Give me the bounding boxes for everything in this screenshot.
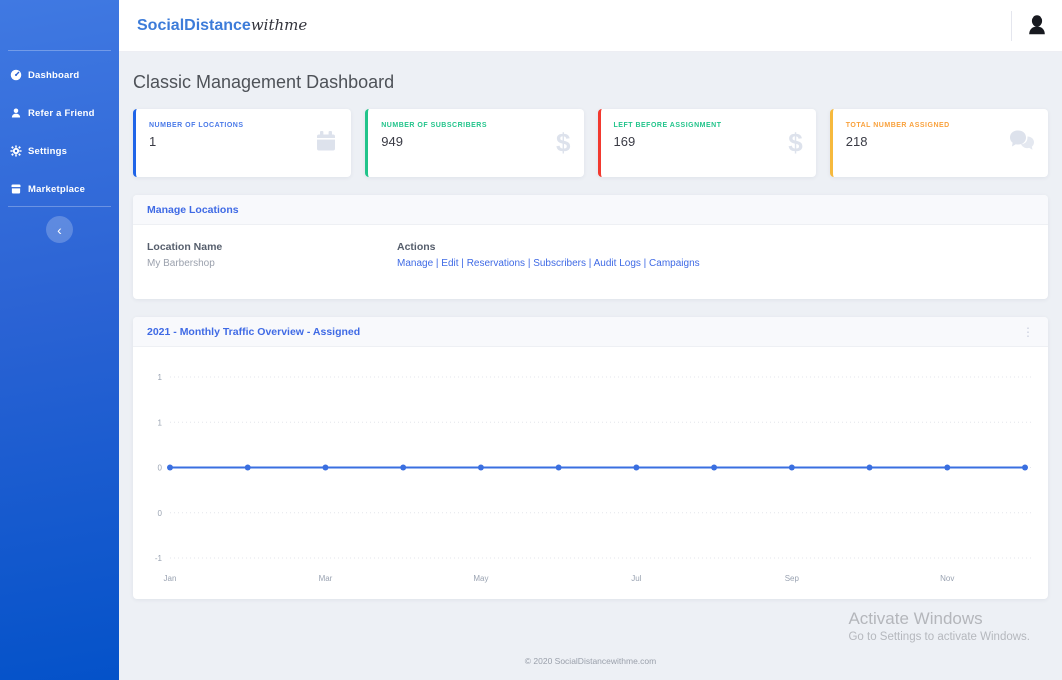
stat-card-label: NUMBER OF LOCATIONS [149,122,244,129]
chat-bubbles-icon [1009,130,1035,157]
sidebar-item-label: Dashboard [28,69,80,81]
svg-text:Jan: Jan [164,574,177,583]
stat-card-value: 949 [381,134,403,149]
sidebar-item-dashboard[interactable]: Dashboard [0,56,119,94]
svg-text:0: 0 [158,464,163,473]
user-avatar-button[interactable] [1012,13,1062,39]
sidebar-item-label: Marketplace [28,183,86,195]
watermark-line2: Go to Settings to activate Windows. [848,631,1030,643]
footer-copyright: © 2020 SocialDistancewithme.com [524,656,657,666]
traffic-chart-header: 2021 - Monthly Traffic Overview - Assign… [133,317,1048,347]
action-link-campaigns[interactable]: Campaigns [649,258,700,269]
location-name-label: Location Name [147,241,223,253]
traffic-chart-body: 1 1 0 0 -1 Jan Mar May Jul Sep Nov [133,347,1048,599]
watermark-line1: Activate Windows [848,609,983,628]
action-separator: | [640,258,650,269]
chevron-left-icon: ‹ [57,221,62,238]
stat-card-label: TOTAL NUMBER ASSIGNED [845,122,950,129]
dollar-icon: $ [788,127,803,158]
action-separator: | [525,258,534,269]
action-link-reservations[interactable]: Reservations [466,258,526,269]
svg-text:Nov: Nov [940,574,954,583]
location-actions: Manage | Edit | Reservations | Subscribe… [397,258,700,269]
sidebar-item-settings[interactable]: Settings [0,132,119,170]
page-title: Classic Management Dashboard [133,72,395,92]
calendar-icon [314,129,338,158]
action-separator: | [458,258,467,269]
location-name-value: My Barbershop [147,258,215,269]
sidebar-divider [8,50,111,51]
action-link-manage[interactable]: Manage [397,258,434,269]
user-avatar-icon [1029,14,1045,34]
stat-cards-row: NUMBER OF LOCATIONS 1 NUMBER OF SUBSCRIB… [133,109,1048,177]
stat-card-value: 169 [613,134,636,149]
sidebar-collapse-button[interactable]: ‹ [46,216,73,243]
stat-card-label: NUMBER OF SUBSCRIBERS [381,122,488,129]
header-divider [1011,10,1012,41]
panel-title: Manage Locations [147,203,239,216]
logo-secondary-text: withme [250,16,308,34]
sidebar-item-label: Settings [28,145,68,157]
settings-gear-icon [10,145,22,157]
stat-card-left-before-assignment: LEFT BEFORE ASSIGNMENT 169 $ [597,109,816,177]
svg-text:Sep: Sep [785,574,800,583]
dollar-icon: $ [556,127,571,158]
top-header: SocialDistancewithme [119,0,1062,52]
kebab-menu-icon[interactable]: ⋮ [1022,324,1034,339]
logo-primary-text: SocialDistance [137,17,251,34]
action-link-subscribers[interactable]: Subscribers [533,258,587,269]
stat-card-locations: NUMBER OF LOCATIONS 1 [133,109,352,177]
sidebar-item-refer-a-friend[interactable]: Refer a Friend [0,94,119,132]
manage-locations-body: Location Name My Barbershop Actions Mana… [133,225,1048,299]
actions-label: Actions [397,241,436,253]
svg-text:-1: -1 [155,554,163,563]
svg-text:1: 1 [158,373,163,382]
stat-card-total-assigned: TOTAL NUMBER ASSIGNED 218 [829,109,1048,177]
stat-card-value: 218 [845,134,868,149]
sidebar-item-label: Refer a Friend [28,107,95,119]
svg-text:May: May [473,574,488,583]
app-logo[interactable]: SocialDistancewithme [137,16,307,35]
main-content: Classic Management Dashboard NUMBER OF L… [119,52,1062,680]
dashboard-icon [10,69,22,81]
action-separator: | [433,258,442,269]
sidebar-item-marketplace[interactable]: Marketplace [0,170,119,208]
action-link-edit[interactable]: Edit [441,258,459,269]
chart-title: 2021 - Monthly Traffic Overview - Assign… [147,325,361,338]
sidebar: Dashboard Refer a Friend [0,0,119,680]
manage-locations-header: Manage Locations [133,195,1048,225]
stat-card-label: LEFT BEFORE ASSIGNMENT [613,122,722,129]
manage-locations-panel: Manage Locations Location Name My Barber… [133,195,1048,299]
action-link-audit-logs[interactable]: Audit Logs [593,258,641,269]
marketplace-icon [10,183,22,195]
refer-friend-icon [10,107,22,119]
action-separator: | [586,258,594,269]
sidebar-nav: Dashboard Refer a Friend [0,56,119,208]
stat-card-value: 1 [149,134,157,149]
activate-windows-watermark: Activate Windows Go to Settings to activ… [848,609,1030,643]
traffic-chart-panel: 2021 - Monthly Traffic Overview - Assign… [133,317,1048,599]
svg-text:Jul: Jul [631,574,641,583]
stat-card-subscribers: NUMBER OF SUBSCRIBERS 949 $ [365,109,584,177]
svg-text:1: 1 [158,418,163,427]
svg-text:Mar: Mar [319,574,333,583]
sidebar-divider [8,206,111,207]
svg-text:0: 0 [158,509,163,518]
traffic-line-chart: 1 1 0 0 -1 Jan Mar May Jul Sep Nov [155,373,1033,583]
